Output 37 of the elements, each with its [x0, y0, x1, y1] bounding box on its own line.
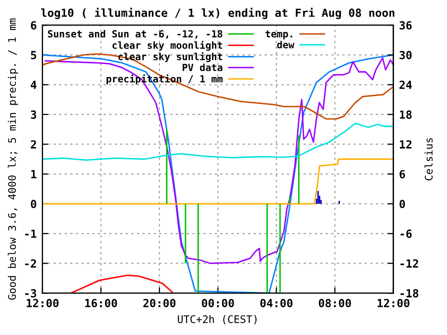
y2-axis-title: Celsius — [424, 138, 433, 180]
x-tick-label: 12:00 — [378, 298, 410, 308]
legend-label: clear sky sunlight — [118, 52, 222, 62]
y2-tick-label: -18 — [400, 289, 418, 298]
y2-tick-label: 24 — [400, 80, 412, 89]
y2-tick-label: 12 — [400, 140, 412, 148]
y2-tick-label: -6 — [400, 230, 412, 238]
y2-tick-label: 18 — [400, 110, 412, 119]
y-tick-label: 4 — [30, 80, 36, 89]
x-tick-label: 04:00 — [260, 298, 292, 308]
x-tick-label: 20:00 — [143, 298, 176, 308]
y2-tick-label: 36 — [400, 21, 412, 30]
y-tick-label: 2 — [30, 140, 36, 148]
y-tick-label: -1 — [25, 230, 36, 238]
x-tick-label: 00:00 — [202, 298, 234, 308]
y2-tick-label: 6 — [400, 170, 405, 178]
y-tick-label: 0 — [30, 200, 36, 208]
x-axis-title: UTC+2h (CEST) — [178, 315, 257, 324]
y-tick-label: 3 — [30, 110, 36, 119]
legend-label: dew — [277, 40, 294, 48]
x-tick-label: 16:00 — [85, 298, 118, 308]
legend-label: PV data — [182, 64, 222, 72]
chart-title: log10 ( illuminance / 1 lx) ending at Fri Aug 08 noon — [41, 8, 394, 20]
y-tick-label: 5 — [30, 51, 36, 60]
x-tick-label: 12:00 — [26, 298, 59, 308]
y2-tick-label: -12 — [400, 259, 418, 268]
y-tick-label: 6 — [30, 21, 36, 30]
legend-label: Sunset and Sun at -6, -12, -18 — [48, 30, 222, 39]
y-tick-label: -2 — [25, 259, 36, 268]
y-tick-label: 1 — [31, 170, 36, 178]
y2-tick-label: 0 — [400, 200, 405, 208]
y-tick-label: -3 — [25, 289, 36, 298]
legend-label: clear sky moonlight — [112, 40, 222, 51]
legend-label: temp. — [266, 30, 292, 40]
x-tick-label: 08:00 — [318, 298, 351, 308]
y2-tick-label: 30 — [400, 50, 412, 60]
y-axis-title: Good below 3.6, 4000 lx; 5 min precip. / 1 mm — [8, 18, 18, 300]
